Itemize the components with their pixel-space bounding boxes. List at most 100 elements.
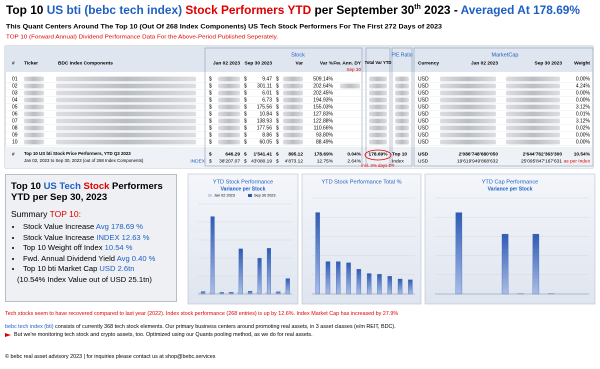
sep30-value: 138.93: [257, 118, 273, 124]
index-weight: as per Index: [564, 158, 591, 164]
item-value: 10.54 %: [104, 243, 133, 252]
blurred-cell: [506, 118, 560, 124]
index-mcap-sep: 25'095'847'167'631: [521, 158, 562, 164]
weight: 0.00%: [576, 139, 591, 145]
blurred-cell: [440, 76, 496, 82]
blurred-cell: [24, 104, 44, 110]
column-header: Sep 30 2023: [535, 60, 563, 66]
bar: [397, 278, 403, 295]
bar: [356, 269, 362, 295]
bar: [201, 291, 206, 295]
title-part: 2023 -: [421, 3, 461, 17]
group-header: P/E Ratio: [391, 52, 412, 58]
currency-symbol: $: [244, 151, 247, 157]
blurred-cell: [56, 125, 196, 131]
index-jan: 38'207.07: [219, 158, 240, 164]
blurred-cell: [369, 132, 387, 138]
bar-base: [237, 292, 240, 294]
blurred-cell: [395, 139, 409, 145]
footer-monitor: But we're monitoring tech stock and cryp…: [5, 332, 313, 339]
var-pct: 127.83%: [313, 111, 333, 117]
blurred-cell: [24, 118, 44, 124]
currency-symbol: $: [276, 139, 279, 145]
summary-heading: Summary TOP 10:: [11, 209, 171, 219]
summary-title-part: Stock: [80, 181, 110, 192]
bar: [315, 212, 320, 295]
sep30-value: 175.56: [257, 104, 273, 110]
item-label: Top 10 bti Market Cap: [23, 264, 98, 273]
total-group: Top 10: [392, 151, 407, 157]
total-dy: 0.04%: [347, 151, 361, 157]
column-header: Fw. Ann. DY: [333, 60, 361, 66]
row-num: 02: [12, 83, 18, 89]
title-part: Top 10: [6, 3, 47, 17]
blurred-cell: [506, 111, 560, 117]
blurred-cell: [369, 76, 387, 82]
blurred-cell: [218, 118, 240, 124]
blurred-cell: [440, 139, 496, 145]
blurred-cell: [506, 83, 560, 89]
currency-symbol: $: [244, 111, 247, 117]
sep30-value: 177.56: [257, 125, 273, 131]
weight: 0.02%: [576, 125, 591, 131]
blurred-cell: [506, 104, 560, 110]
blurred-cell: [24, 139, 44, 145]
bar: [257, 258, 262, 295]
currency-symbol: $: [244, 125, 247, 131]
var-pct: 93.80%: [316, 132, 334, 138]
blurred-cell: [440, 104, 496, 110]
currency-symbol: $: [209, 132, 212, 138]
summary-item: Stock Value Increase INDEX 12.63 %: [23, 233, 171, 244]
sep30-value: 10.84: [259, 111, 272, 117]
blurred-cell: [440, 125, 496, 131]
var-pct: 194.93%: [313, 97, 333, 103]
currency-symbol: $: [244, 139, 247, 145]
subtitle: This Quant Centers Around The Top 10 (Ou…: [6, 24, 442, 31]
weight: 4.24%: [576, 83, 591, 89]
blurred-cell: [369, 139, 387, 145]
title-part: Averaged At 178.69%: [461, 3, 581, 17]
weight: 0.00%: [576, 90, 591, 96]
bar-base: [265, 292, 269, 294]
blurred-cell: [395, 97, 409, 103]
blurred-cell: [218, 125, 240, 131]
section-frame: [365, 47, 391, 167]
title-part: th: [414, 4, 421, 11]
index-var-pct: 12.75%: [317, 158, 334, 164]
blurred-cell: [506, 97, 560, 103]
blurred-cell: [218, 76, 240, 82]
blurred-cell: [56, 139, 196, 145]
var-pct: 122.88%: [313, 118, 333, 124]
row-num: 07: [12, 118, 18, 124]
bar: [366, 273, 372, 295]
title-part: US bti (bebc tech index): [47, 3, 186, 17]
row-num: 03: [12, 90, 18, 96]
currency: USD: [418, 83, 429, 89]
section-frame: [391, 47, 413, 167]
blurred-cell: [506, 139, 560, 145]
currency-symbol: $: [276, 151, 279, 157]
summary-note: (10.54% Index Value out of USD 25.1tn): [17, 274, 152, 284]
blurred-cell: [440, 118, 496, 124]
blurred-cell: [369, 83, 387, 89]
currency-symbol: $: [244, 158, 247, 164]
currency-symbol: $: [276, 118, 279, 124]
item-label: Stock Value Increase: [23, 222, 95, 231]
currency-symbol: $: [276, 125, 279, 131]
bar: [501, 233, 509, 295]
currency-symbol: $: [244, 90, 247, 96]
weight: 0.01%: [576, 111, 591, 117]
var-pct: 202.64%: [313, 83, 333, 89]
page-title: Top 10 US bti (bebc tech index) Stock Pe…: [6, 3, 580, 17]
bar-base: [199, 292, 203, 294]
var-pct: 509.14%: [313, 76, 333, 82]
blurred-cell: [283, 104, 303, 110]
chart-subtitle: Variance per Stock: [488, 186, 533, 192]
currency-symbol: $: [209, 118, 212, 124]
column-header: Sep 30 2023: [245, 60, 273, 66]
item-label: Stock Value Increase: [23, 232, 95, 242]
blurred-cell: [369, 118, 387, 124]
bar-base: [284, 292, 287, 294]
copyright: © bebc real asset advisory 2023 | for in…: [5, 354, 216, 360]
total-sep: 1'541.41: [254, 151, 273, 157]
